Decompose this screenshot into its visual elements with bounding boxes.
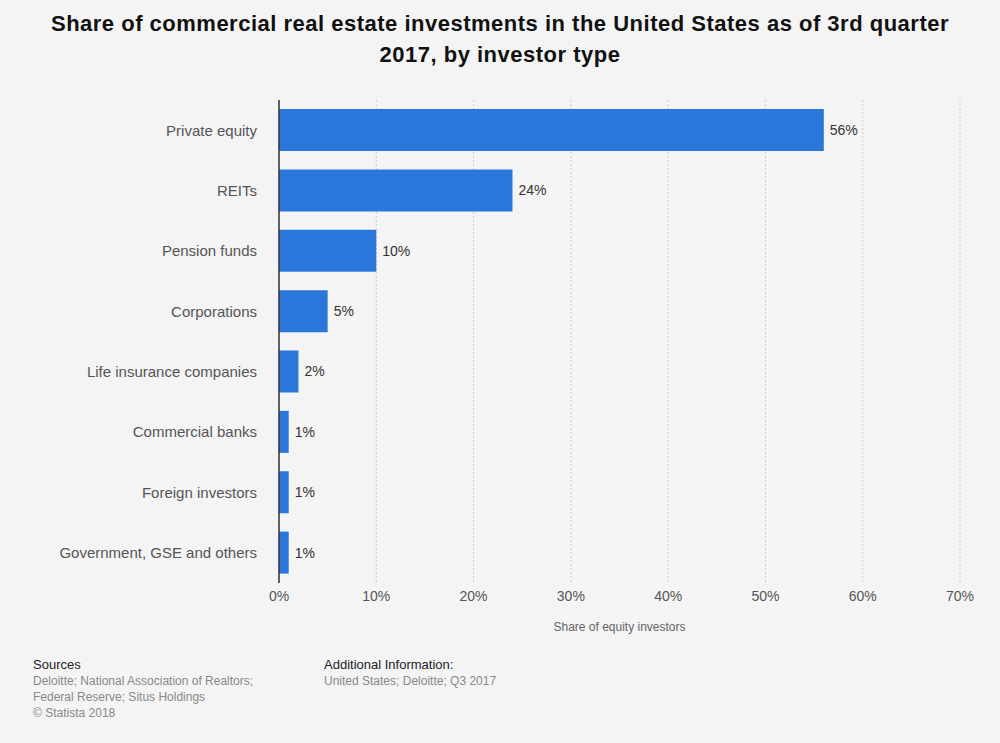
svg-text:10%: 10% [382, 243, 410, 259]
svg-text:Life insurance companies: Life insurance companies [87, 363, 257, 380]
html-text:United States; Deloitte; Q3 20: United States; Deloitte; Q3 2017 [324, 674, 497, 688]
svg-text:20%: 20% [460, 588, 488, 604]
svg-text:56%: 56% [830, 122, 858, 138]
html-text:Additional Information:: Additional Information: [324, 657, 454, 672]
svg-text:0%: 0% [269, 588, 289, 604]
html-text:© Statista 2018: © Statista 2018 [33, 706, 116, 720]
svg-text:2%: 2% [304, 363, 324, 379]
svg-text:Government, GSE and others: Government, GSE and others [59, 544, 257, 561]
svg-text:Private equity: Private equity [166, 122, 257, 139]
svg-text:30%: 30% [557, 588, 585, 604]
svg-text:60%: 60% [849, 588, 877, 604]
svg-text:50%: 50% [751, 588, 779, 604]
svg-text:Foreign investors: Foreign investors [142, 484, 257, 501]
svg-text:1%: 1% [295, 424, 315, 440]
svg-text:5%: 5% [334, 303, 354, 319]
html-text:Deloitte; National Association: Deloitte; National Association of Realto… [33, 674, 254, 688]
svg-text:1%: 1% [295, 545, 315, 561]
html-text:Sources: Sources [33, 657, 81, 672]
svg-text:10%: 10% [362, 588, 390, 604]
svg-text:REITs: REITs [217, 182, 257, 199]
html-text:Share of commercial real estat: Share of commercial real estate investme… [51, 11, 949, 67]
svg-text:1%: 1% [295, 484, 315, 500]
svg-text:Corporations: Corporations [171, 303, 257, 320]
svg-text:Commercial banks: Commercial banks [133, 423, 257, 440]
html-text:Federal Reserve; Situs Holding: Federal Reserve; Situs Holdings [33, 690, 206, 704]
svg-text:40%: 40% [654, 588, 682, 604]
svg-text:Pension funds: Pension funds [162, 242, 257, 259]
svg-text:70%: 70% [946, 588, 974, 604]
svg-text:24%: 24% [518, 182, 546, 198]
svg-text:Share of equity investors: Share of equity investors [553, 620, 685, 634]
